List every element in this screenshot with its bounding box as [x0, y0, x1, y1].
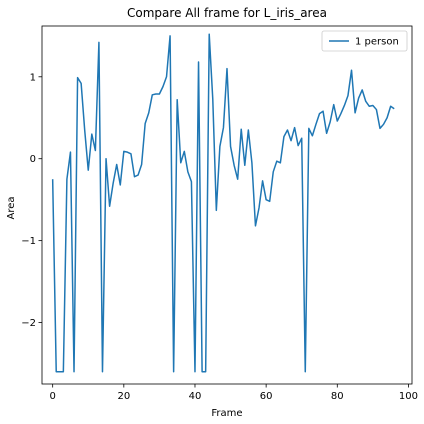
y-tick-label: 1: [30, 72, 36, 83]
x-tick-label: 60: [260, 391, 273, 402]
y-tick-label: 0: [30, 154, 36, 165]
y-axis-label: Area: [6, 196, 17, 219]
x-tick-label: 20: [117, 391, 130, 402]
legend: 1 person: [322, 31, 407, 51]
x-axis-label: Frame: [211, 408, 242, 419]
y-tick-label: −1: [21, 236, 36, 247]
legend-label-1-person: 1 person: [355, 37, 399, 48]
x-tick-label: 100: [399, 391, 418, 402]
x-tick-label: 80: [331, 391, 344, 402]
x-tick-label: 40: [189, 391, 202, 402]
chart-title: Compare All frame for L_iris_area: [127, 6, 327, 20]
y-tick-label: −2: [21, 318, 36, 329]
x-tick-label: 0: [49, 391, 55, 402]
